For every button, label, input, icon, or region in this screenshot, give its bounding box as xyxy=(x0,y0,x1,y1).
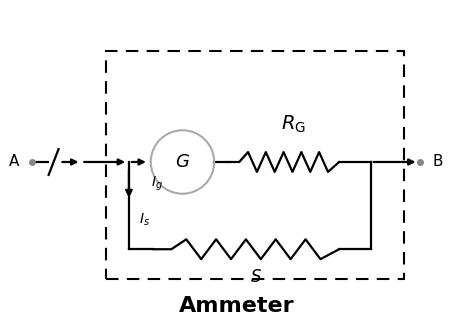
Text: Ammeter: Ammeter xyxy=(179,296,295,316)
Text: S: S xyxy=(251,268,261,286)
Text: $R_\mathrm{G}$: $R_\mathrm{G}$ xyxy=(281,114,306,135)
Text: $I_s$: $I_s$ xyxy=(139,211,150,228)
Text: A: A xyxy=(9,155,19,169)
Text: B: B xyxy=(433,155,444,169)
Bar xyxy=(106,51,403,279)
Text: G: G xyxy=(175,153,190,171)
Text: $I_g$: $I_g$ xyxy=(151,175,163,193)
